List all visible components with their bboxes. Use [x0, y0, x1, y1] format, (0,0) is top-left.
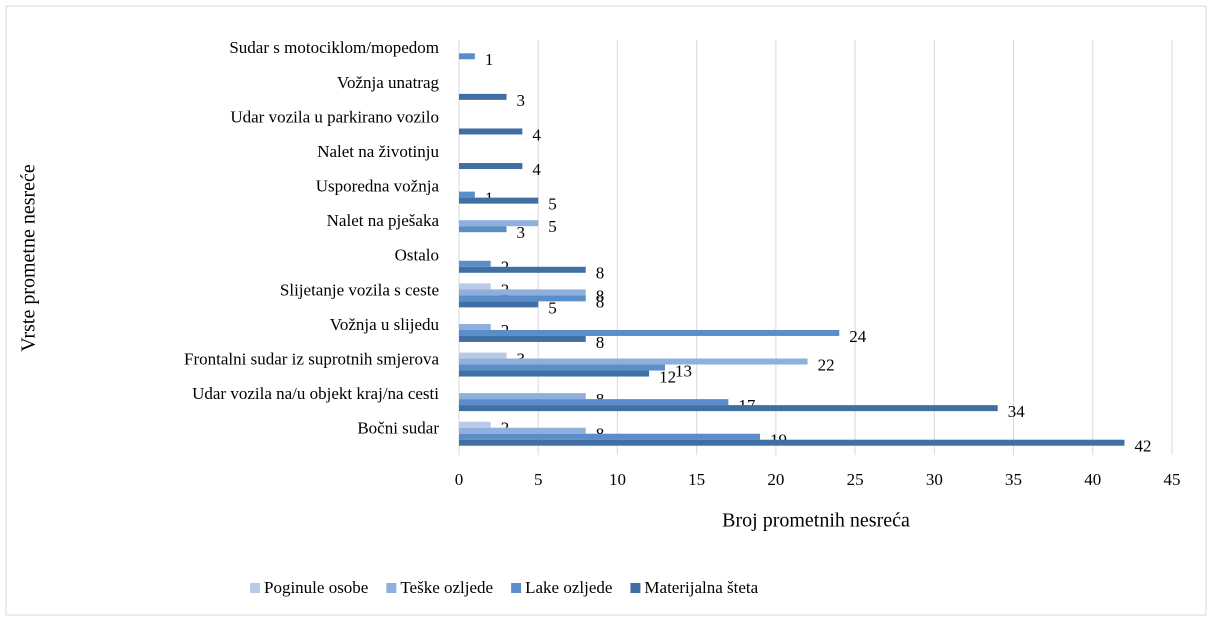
- x-tick-label: 0: [455, 470, 464, 489]
- y-tick-label: Vožnja u slijedu: [330, 315, 440, 334]
- y-tick-label: Nalet na životinju: [317, 142, 439, 161]
- x-tick-label: 25: [847, 470, 864, 489]
- data-label: 8: [596, 333, 605, 352]
- data-label: 22: [818, 355, 835, 374]
- data-label: 42: [1134, 437, 1151, 456]
- bar: [459, 163, 523, 170]
- chart-frame: [5, 5, 1207, 616]
- data-label: 4: [532, 125, 541, 144]
- x-tick-label: 35: [1005, 470, 1022, 489]
- bar: [459, 329, 840, 336]
- data-label: 24: [849, 327, 867, 346]
- bar: [459, 220, 539, 227]
- y-tick-label: Udar vozila na/u objekt kraj/na cesti: [192, 384, 439, 403]
- bar: [459, 197, 539, 204]
- data-label: 1: [485, 50, 494, 69]
- legend-swatch: [511, 583, 522, 593]
- bar: [459, 93, 507, 100]
- bar: [459, 427, 586, 434]
- y-tick-label: Bočni sudar: [357, 419, 439, 438]
- x-tick-label: 10: [609, 470, 626, 489]
- x-tick-label: 5: [534, 470, 543, 489]
- x-tick-label: 45: [1164, 470, 1181, 489]
- legend-swatch: [250, 583, 260, 593]
- legend-label: Teške ozljede: [400, 578, 493, 597]
- y-tick-label: Udar vozila u parkirano vozilo: [230, 107, 439, 126]
- bar: [459, 295, 586, 302]
- x-tick-label: 40: [1084, 470, 1101, 489]
- bar: [459, 128, 523, 135]
- data-label: 34: [1008, 402, 1026, 421]
- y-tick-label: Usporedna vožnja: [316, 177, 440, 196]
- bar: [459, 433, 761, 440]
- bar: [459, 358, 808, 365]
- bar: [459, 53, 475, 60]
- bar: [459, 191, 475, 198]
- legend-swatch: [386, 583, 397, 593]
- legend-swatch: [630, 583, 641, 593]
- bar: [459, 335, 586, 342]
- y-tick-label: Frontalni sudar iz suprotnih smjerova: [184, 349, 439, 368]
- bar: [459, 370, 650, 377]
- y-tick-label: Slijetanje vozila s ceste: [280, 280, 439, 299]
- data-label: 8: [596, 286, 605, 305]
- legend-label: Poginule osobe: [264, 578, 368, 597]
- data-label: 12: [659, 367, 676, 386]
- legend-label: Lake ozljede: [525, 578, 612, 597]
- y-tick-label: Sudar s motociklom/mopedom: [229, 38, 439, 57]
- bar: [459, 301, 539, 308]
- bar: [459, 405, 998, 412]
- data-label: 8: [596, 264, 605, 283]
- bar: [459, 266, 586, 273]
- x-tick-label: 20: [767, 470, 784, 489]
- bar: [459, 289, 586, 296]
- bar: [459, 399, 729, 406]
- data-label: 4: [532, 160, 541, 179]
- bar: [459, 364, 665, 371]
- bar: [459, 421, 491, 428]
- data-label: 5: [548, 298, 557, 317]
- y-tick-label: Nalet na pješaka: [327, 211, 440, 230]
- bar: [459, 226, 507, 233]
- data-label: 5: [548, 217, 557, 236]
- data-label: 5: [548, 195, 557, 214]
- bar: [459, 352, 507, 359]
- bar: [459, 323, 491, 330]
- bar: [459, 283, 491, 290]
- x-tick-label: 30: [926, 470, 943, 489]
- bar: [459, 393, 586, 400]
- data-label: 3: [517, 223, 526, 242]
- bar: [459, 260, 491, 267]
- y-tick-label: Ostalo: [395, 246, 439, 265]
- bar: [459, 439, 1125, 446]
- data-label: 8: [596, 292, 605, 311]
- y-tick-label: Vožnja unatrag: [337, 73, 440, 92]
- data-label: 3: [517, 91, 526, 110]
- x-axis-title: Broj prometnih nesreća: [722, 510, 910, 532]
- data-label: 13: [675, 361, 692, 380]
- x-tick-label: 15: [688, 470, 705, 489]
- legend-label: Materijalna šteta: [644, 578, 758, 597]
- y-axis-title: Vrste prometne nesreće: [18, 164, 40, 352]
